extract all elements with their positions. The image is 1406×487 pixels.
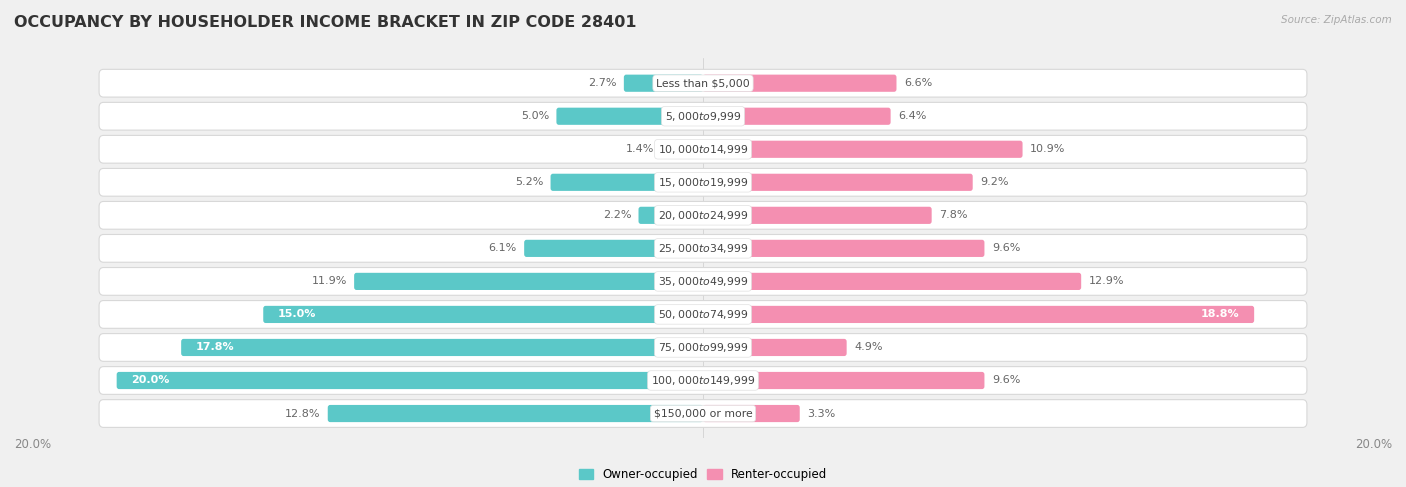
Text: OCCUPANCY BY HOUSEHOLDER INCOME BRACKET IN ZIP CODE 28401: OCCUPANCY BY HOUSEHOLDER INCOME BRACKET … (14, 15, 637, 30)
Legend: Owner-occupied, Renter-occupied: Owner-occupied, Renter-occupied (574, 463, 832, 486)
FancyBboxPatch shape (98, 202, 1308, 229)
Text: 10.9%: 10.9% (1029, 144, 1066, 154)
FancyBboxPatch shape (638, 207, 703, 224)
FancyBboxPatch shape (624, 75, 703, 92)
Text: 2.2%: 2.2% (603, 210, 631, 220)
Text: 9.6%: 9.6% (991, 244, 1021, 253)
Text: $50,000 to $74,999: $50,000 to $74,999 (658, 308, 748, 321)
FancyBboxPatch shape (703, 339, 846, 356)
Text: 5.2%: 5.2% (515, 177, 543, 187)
FancyBboxPatch shape (181, 339, 703, 356)
Text: 17.8%: 17.8% (195, 342, 235, 353)
Text: $10,000 to $14,999: $10,000 to $14,999 (658, 143, 748, 156)
Text: 11.9%: 11.9% (311, 277, 347, 286)
FancyBboxPatch shape (354, 273, 703, 290)
Text: $100,000 to $149,999: $100,000 to $149,999 (651, 374, 755, 387)
Text: 9.6%: 9.6% (991, 375, 1021, 386)
FancyBboxPatch shape (98, 102, 1308, 130)
Text: 15.0%: 15.0% (278, 309, 316, 319)
Text: 2.7%: 2.7% (588, 78, 616, 88)
FancyBboxPatch shape (98, 235, 1308, 262)
Text: $15,000 to $19,999: $15,000 to $19,999 (658, 176, 748, 189)
FancyBboxPatch shape (703, 405, 800, 422)
Text: 6.6%: 6.6% (904, 78, 932, 88)
FancyBboxPatch shape (98, 135, 1308, 163)
FancyBboxPatch shape (703, 207, 932, 224)
FancyBboxPatch shape (703, 372, 984, 389)
FancyBboxPatch shape (703, 240, 984, 257)
Text: 20.0%: 20.0% (131, 375, 170, 386)
Text: 9.2%: 9.2% (980, 177, 1008, 187)
FancyBboxPatch shape (98, 367, 1308, 394)
FancyBboxPatch shape (263, 306, 703, 323)
Text: Less than $5,000: Less than $5,000 (657, 78, 749, 88)
FancyBboxPatch shape (98, 334, 1308, 361)
Text: 12.8%: 12.8% (285, 409, 321, 418)
Text: $25,000 to $34,999: $25,000 to $34,999 (658, 242, 748, 255)
FancyBboxPatch shape (98, 267, 1308, 295)
FancyBboxPatch shape (98, 169, 1308, 196)
Text: $20,000 to $24,999: $20,000 to $24,999 (658, 209, 748, 222)
FancyBboxPatch shape (703, 273, 1081, 290)
Text: $35,000 to $49,999: $35,000 to $49,999 (658, 275, 748, 288)
FancyBboxPatch shape (328, 405, 703, 422)
Text: 6.4%: 6.4% (898, 111, 927, 121)
FancyBboxPatch shape (524, 240, 703, 257)
FancyBboxPatch shape (703, 174, 973, 191)
Text: $5,000 to $9,999: $5,000 to $9,999 (665, 110, 741, 123)
FancyBboxPatch shape (98, 300, 1308, 328)
Text: 12.9%: 12.9% (1088, 277, 1123, 286)
Text: 1.4%: 1.4% (626, 144, 655, 154)
FancyBboxPatch shape (98, 69, 1308, 97)
Text: 20.0%: 20.0% (1355, 438, 1392, 451)
FancyBboxPatch shape (117, 372, 703, 389)
Text: $75,000 to $99,999: $75,000 to $99,999 (658, 341, 748, 354)
Text: 5.0%: 5.0% (520, 111, 550, 121)
FancyBboxPatch shape (98, 400, 1308, 428)
FancyBboxPatch shape (557, 108, 703, 125)
Text: Source: ZipAtlas.com: Source: ZipAtlas.com (1281, 15, 1392, 25)
Text: 7.8%: 7.8% (939, 210, 967, 220)
Text: 18.8%: 18.8% (1201, 309, 1240, 319)
FancyBboxPatch shape (703, 108, 890, 125)
FancyBboxPatch shape (703, 75, 897, 92)
Text: 20.0%: 20.0% (14, 438, 51, 451)
FancyBboxPatch shape (662, 141, 703, 158)
Text: 4.9%: 4.9% (853, 342, 883, 353)
FancyBboxPatch shape (703, 306, 1254, 323)
Text: $150,000 or more: $150,000 or more (654, 409, 752, 418)
Text: 3.3%: 3.3% (807, 409, 835, 418)
Text: 6.1%: 6.1% (489, 244, 517, 253)
FancyBboxPatch shape (703, 141, 1022, 158)
FancyBboxPatch shape (551, 174, 703, 191)
